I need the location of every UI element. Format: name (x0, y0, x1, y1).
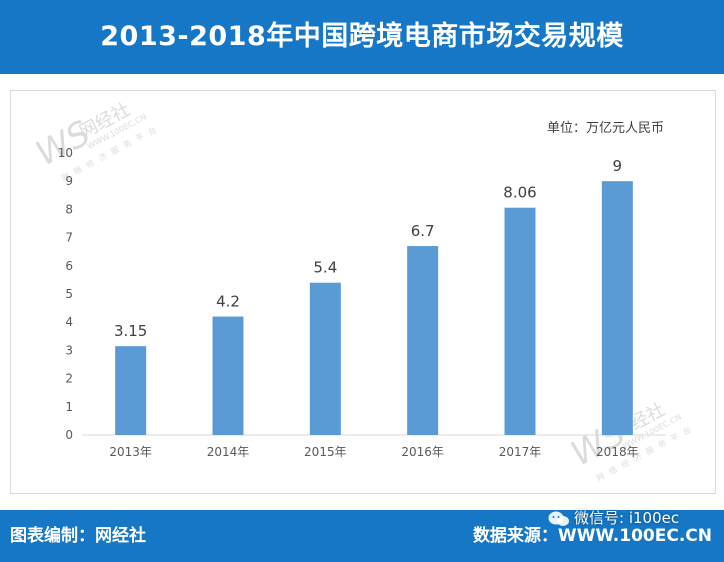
bar (309, 282, 341, 435)
bar-value-label: 6.7 (411, 222, 435, 240)
y-tick-label: 0 (65, 428, 73, 442)
bar (212, 316, 244, 435)
bar-value-label: 9 (613, 157, 623, 175)
y-tick-label: 2 (65, 372, 73, 386)
y-tick-label: 4 (65, 315, 73, 329)
bar-value-label: 3.15 (114, 322, 147, 340)
y-tick-label: 3 (65, 343, 73, 357)
footer-data-source: 数据来源：WWW.100EC.CN (472, 526, 712, 546)
bar (601, 181, 633, 435)
unit-label: 单位：万亿元人民币 (547, 121, 664, 136)
y-tick-label: 5 (65, 287, 73, 301)
wechat-icon (548, 511, 569, 526)
y-tick-label: 9 (65, 174, 73, 188)
bar (407, 246, 439, 435)
bar (504, 207, 536, 435)
y-axis: 0 1 2 3 4 5 6 7 8 9 10 (58, 146, 73, 442)
footer-compiled-by: 图表编制：网经社 (10, 526, 146, 546)
x-tick-label: 2016年 (401, 445, 444, 459)
footer-bar: 图表编制：网经社 数据来源：WWW.100EC.CN (0, 510, 724, 562)
header-bar: 2013-2018年中国跨境电商市场交易规模 (0, 0, 724, 74)
x-tick-label: 2018年 (596, 445, 639, 459)
y-tick-label: 8 (65, 202, 73, 216)
x-tick-label: 2014年 (207, 445, 250, 459)
x-tick-label: 2013年 (109, 445, 152, 459)
y-tick-label: 7 (65, 231, 73, 245)
y-tick-label: 6 (65, 259, 73, 273)
x-tick-label: 2015年 (304, 445, 347, 459)
chart-title: 2013-2018年中国跨境电商市场交易规模 (100, 21, 624, 52)
x-axis: 2013年 2014年 2015年 2016年 2017年 2018年 (109, 445, 638, 459)
watermark-top-left: WS 网经社 WWW.100EC.CN 网络经济服务平台 (30, 99, 164, 183)
value-labels-group: 3.15 4.2 5.4 6.7 8.06 9 (114, 157, 622, 340)
y-tick-label: 10 (58, 146, 73, 160)
y-tick-label: 1 (65, 400, 73, 414)
bar (115, 346, 147, 435)
x-tick-label: 2017年 (499, 445, 542, 459)
bar-value-label: 5.4 (313, 259, 337, 277)
bar-value-label: 8.06 (503, 184, 536, 202)
bars-group (115, 181, 633, 435)
bar-value-label: 4.2 (216, 293, 240, 311)
wechat-id: 微信号: i100ec (574, 509, 680, 527)
